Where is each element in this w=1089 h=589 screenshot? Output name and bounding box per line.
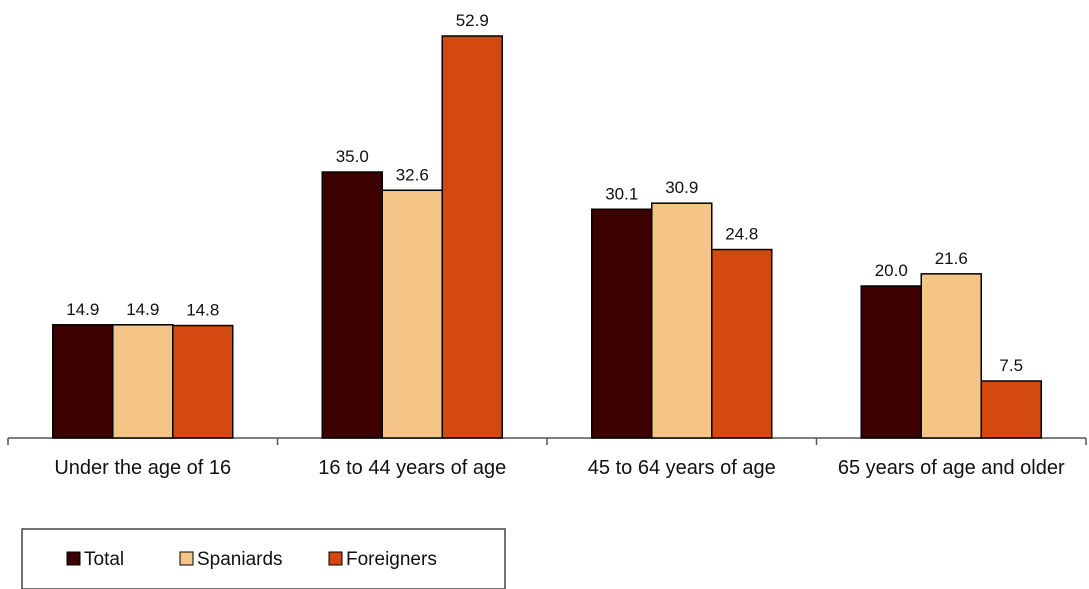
bars-group [52,35,1042,439]
value-labels-group: 14.9 14.9 14.8 35.0 32.6 52.9 30.1 30.9 24.8 20.0… [66,11,1023,375]
x-axis-ticks [7,438,1087,445]
bar-spaniards-16-to-44-years-of-age [381,189,443,439]
value-label: 20.0 [875,261,908,280]
category-labels-group: Under the age of 16 16 to 44 years of age… [54,457,1065,479]
bar-foreigners-65-years-of-age-and-older [980,380,1042,439]
value-label: 35.0 [336,147,369,166]
legend-label-spaniards: Spaniards [197,549,283,570]
legend-swatch-foreigners [328,551,343,566]
category-label: 45 to 64 years of age [588,457,776,479]
bar-total-under-the-age-of-16 [52,324,114,439]
value-label: 7.5 [999,356,1023,375]
legend: Total Spaniards Foreigners [21,528,506,589]
bar-spaniards-65-years-of-age-and-older [920,273,982,439]
value-label: 21.6 [935,249,968,268]
category-label: 65 years of age and older [838,457,1065,479]
legend-swatch-spaniards [179,551,194,566]
legend-label-foreigners: Foreigners [346,549,437,570]
legend-frame [21,528,506,589]
legend-label-total: Total [84,549,124,570]
value-label: 14.8 [186,301,219,320]
value-label: 24.8 [725,225,758,244]
bar-total-65-years-of-age-and-older [860,285,922,439]
bar-foreigners-under-the-age-of-16 [172,324,234,439]
bar-total-45-to-64-years-of-age [591,208,653,439]
value-label: 52.9 [456,11,489,30]
bar-total-16-to-44-years-of-age [321,171,383,439]
value-label: 30.9 [665,178,698,197]
bar-spaniards-45-to-64-years-of-age [651,202,713,439]
bar-foreigners-45-to-64-years-of-age [711,248,773,439]
legend-swatch-total [66,551,81,566]
category-label: 16 to 44 years of age [318,457,506,479]
category-label: Under the age of 16 [54,457,231,479]
value-label: 14.9 [66,300,99,319]
bar-spaniards-under-the-age-of-16 [112,324,174,439]
value-label: 30.1 [605,184,638,203]
value-label: 32.6 [396,165,429,184]
bar-foreigners-16-to-44-years-of-age [441,35,503,439]
value-label: 14.9 [126,300,159,319]
